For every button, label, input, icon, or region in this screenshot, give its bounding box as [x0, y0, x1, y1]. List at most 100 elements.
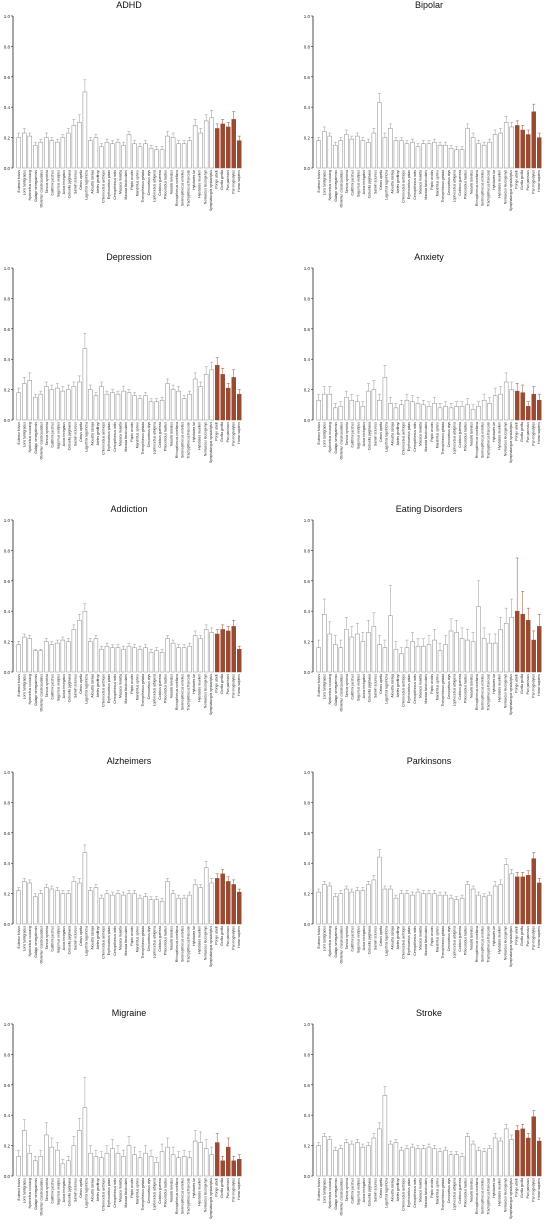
x-tick-label: Cebuella pygmaea — [368, 926, 372, 954]
x-tick-label: Homo sapiens — [237, 1178, 241, 1200]
x-tick-label: Theropithecus gelada — [141, 170, 145, 203]
bar — [181, 897, 187, 925]
bar — [104, 1152, 110, 1177]
x-tick-label: Theropithecus gelada — [141, 926, 145, 959]
x-tick-label: Nycticebus coucang — [28, 1178, 32, 1208]
bar — [165, 638, 170, 673]
x-tick-label: Semnopithecus entellus — [481, 926, 485, 962]
x-tick-label: Galago senegalensis — [34, 674, 38, 706]
x-tick-label: Nycticebus coucang — [328, 422, 332, 452]
bar — [327, 135, 333, 169]
x-tick-label: Gorilla gorilla — [220, 674, 224, 694]
bar — [121, 1155, 126, 1177]
bar — [33, 1160, 38, 1177]
x-tick-label: Otolemur crassicaudatus — [339, 674, 343, 712]
y-tick-label: 0.8 — [4, 44, 11, 49]
bar — [82, 610, 88, 673]
bar — [426, 644, 432, 673]
x-tick-label: Trachypithecus francoisi — [186, 1178, 190, 1215]
bar-highlight — [220, 629, 225, 673]
x-tick-label: Tarsius syrichta — [345, 422, 349, 445]
bar — [82, 852, 88, 925]
y-tick-label: 0.2 — [304, 892, 311, 897]
x-tick-label: Cercocebus atys — [447, 422, 451, 448]
x-tick-label: Cebus apella — [79, 1178, 83, 1198]
bar — [66, 893, 71, 925]
bar — [77, 620, 82, 673]
bar — [77, 882, 82, 925]
bar — [27, 638, 33, 673]
x-tick-label: Aotus trivirgatus — [362, 674, 366, 699]
bar — [382, 377, 388, 421]
y-tick-label: 0.0 — [304, 670, 311, 675]
bar — [137, 398, 143, 421]
bar — [137, 897, 143, 925]
bar — [60, 137, 66, 169]
y-tick-label: 0.4 — [304, 105, 311, 110]
bar — [492, 395, 498, 421]
y-tick-label: 0.6 — [4, 1083, 11, 1088]
bar — [203, 629, 209, 673]
bar — [366, 1145, 371, 1177]
x-tick-label: Homo sapiens — [537, 1178, 541, 1200]
bar — [443, 406, 448, 421]
bar — [349, 891, 355, 925]
x-tick-label: Saimiri sciureus — [373, 170, 377, 194]
y-tick-label: 0.2 — [304, 388, 311, 393]
bar — [93, 638, 99, 673]
y-tick-label: 0.4 — [4, 357, 11, 362]
bar — [49, 140, 55, 169]
x-tick-label: Saimiri sciureus — [373, 674, 377, 698]
x-tick-label: Tarsius syrichta — [345, 1178, 349, 1201]
x-tick-label: Hylobates lar — [492, 673, 496, 694]
bar — [333, 407, 338, 421]
x-tick-label: Hylobates lar — [192, 925, 196, 946]
bar — [181, 398, 187, 421]
x-tick-label: Lophocebus albigena — [452, 674, 456, 706]
bar — [476, 606, 481, 673]
bar — [33, 144, 38, 169]
bar — [465, 404, 470, 421]
bar — [492, 134, 498, 169]
x-tick-label: Chlorocebus aethiops — [402, 422, 406, 455]
bar — [404, 143, 410, 169]
bar — [509, 873, 514, 925]
y-tick-label: 0.6 — [304, 831, 311, 836]
x-tick-label: Semnopithecus entellus — [481, 170, 485, 206]
x-tick-label: Pan paniscus — [526, 926, 530, 947]
bar — [481, 399, 487, 421]
bar — [399, 140, 404, 169]
x-tick-label: Gorilla gorilla — [220, 926, 224, 946]
y-tick-label: 0.6 — [304, 327, 311, 332]
x-tick-label: Lagothrix lagotricha — [385, 170, 389, 200]
x-tick-label: Nasalis larvatus — [469, 926, 473, 950]
x-tick-label: Chlorocebus aethiops — [102, 926, 106, 959]
bar — [360, 890, 366, 925]
x-tick-label: Otolemur crassicaudatus — [39, 170, 43, 208]
x-tick-label: Cebus apella — [379, 1178, 383, 1198]
x-tick-label: Callithrix jacchus — [51, 1178, 55, 1204]
x-tick-label: Lophocebus albigena — [152, 674, 156, 706]
x-tick-label: Cercocebus atys — [147, 422, 151, 448]
bar — [432, 403, 437, 421]
x-tick-label: Mandrillus sphinx — [135, 170, 139, 196]
x-tick-label: Pan paniscus — [226, 422, 230, 443]
x-tick-label: Loris tardigradus — [322, 170, 326, 196]
x-tick-label: Nycticebus coucang — [328, 1178, 332, 1208]
x-tick-label: Cercopithecus mitis — [113, 674, 117, 704]
x-tick-label: Nasalis larvatus — [169, 674, 173, 698]
bar — [154, 149, 159, 169]
x-tick-label: Nomascus leucogenys — [203, 422, 207, 456]
bar — [148, 401, 154, 421]
bar — [393, 1142, 399, 1177]
x-tick-label: Macaca fascicularis — [124, 1178, 128, 1208]
x-tick-label: Chlorocebus aethiops — [102, 674, 106, 707]
bar — [377, 399, 382, 421]
bar-highlight — [214, 878, 220, 925]
chart-title: Bipolar — [415, 0, 443, 10]
x-tick-label: Lophocebus albigena — [452, 422, 456, 454]
bar — [338, 647, 344, 673]
bar — [187, 1157, 192, 1177]
x-tick-label: Mandrillus sphinx — [435, 674, 439, 700]
x-tick-label: Lophocebus albigena — [452, 926, 456, 958]
